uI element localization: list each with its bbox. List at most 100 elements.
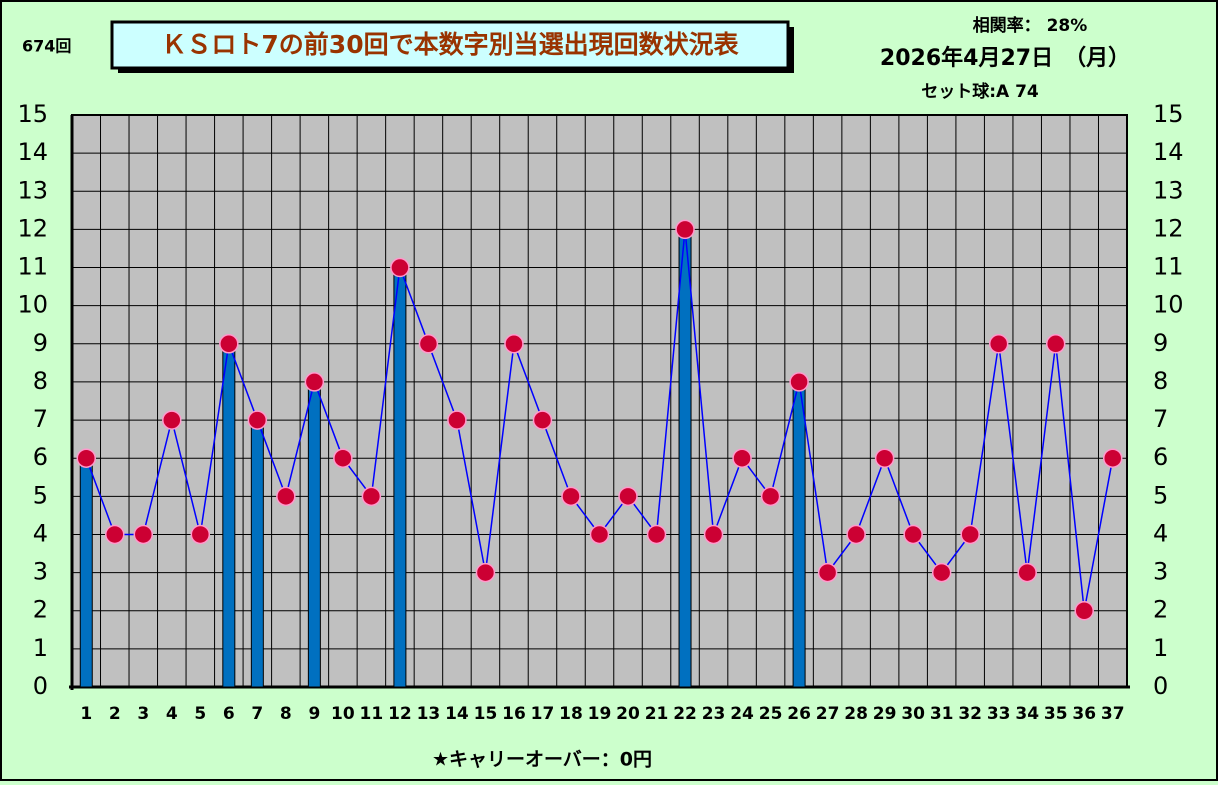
y-tick-label: 13 — [17, 176, 48, 204]
marker — [219, 334, 239, 354]
bar — [222, 343, 236, 688]
bar — [250, 419, 264, 688]
marker — [960, 524, 980, 545]
x-tick-label: 9 — [308, 704, 320, 724]
x-tick-label: 16 — [502, 704, 526, 724]
marker — [304, 372, 325, 392]
x-tick-label: 18 — [559, 704, 583, 724]
marker — [618, 486, 638, 507]
y-tick-label: 6 — [33, 443, 48, 471]
x-tick-label: 33 — [987, 704, 1011, 724]
marker — [162, 410, 182, 430]
marker — [1074, 600, 1094, 621]
marker — [418, 334, 439, 354]
y-tick-label: 4 — [33, 519, 48, 547]
marker — [475, 562, 496, 583]
x-tick-label: 6 — [223, 704, 235, 724]
marker — [589, 524, 610, 545]
set-ball: セット球:A 74 — [921, 82, 1039, 102]
x-tick-label: 13 — [417, 704, 441, 724]
y-tick-label: 14 — [17, 138, 48, 166]
y-tick-label: 12 — [17, 214, 48, 242]
y2-tick-label: 6 — [1153, 443, 1168, 471]
y-tick-label: 8 — [33, 367, 48, 395]
x-tick-label: 23 — [702, 704, 726, 724]
x-tick-label: 2 — [109, 704, 121, 724]
marker — [817, 562, 838, 583]
x-tick-label: 14 — [445, 704, 469, 724]
bar — [792, 381, 806, 688]
y2-tick-label: 10 — [1153, 291, 1184, 319]
x-tick-label: 1 — [80, 704, 92, 724]
marker — [1102, 448, 1123, 468]
y2-tick-label: 2 — [1153, 596, 1168, 624]
y-tick-label: 5 — [33, 481, 48, 509]
marker — [532, 410, 553, 430]
correlation: 相関率： 28% — [973, 15, 1088, 36]
y2-tick-label: 14 — [1153, 138, 1184, 166]
x-tick-label: 7 — [251, 704, 263, 724]
marker — [760, 486, 781, 507]
x-tick-label: 36 — [1072, 704, 1096, 724]
marker — [561, 486, 581, 507]
x-tick-label: 22 — [673, 704, 697, 724]
draw-label: 674回 — [22, 37, 71, 56]
bar — [678, 228, 692, 688]
marker — [133, 524, 154, 545]
y2-tick-label: 5 — [1153, 481, 1168, 509]
bar — [307, 381, 321, 688]
x-tick-label: 30 — [901, 704, 925, 724]
y2-tick-label: 1 — [1153, 634, 1168, 662]
marker — [1045, 334, 1066, 354]
x-tick-label: 12 — [388, 704, 412, 724]
y2-tick-label: 7 — [1153, 405, 1168, 433]
marker — [333, 448, 353, 468]
x-tick-label: 3 — [137, 704, 149, 724]
x-tick-label: 37 — [1101, 704, 1125, 724]
x-tick-label: 15 — [474, 704, 498, 724]
x-tick-label: 26 — [787, 704, 811, 724]
y-tick-label: 0 — [33, 672, 48, 700]
x-tick-label: 24 — [730, 704, 754, 724]
marker — [276, 486, 296, 507]
y2-tick-label: 4 — [1153, 519, 1168, 547]
marker — [988, 334, 1009, 354]
x-tick-label: 28 — [844, 704, 868, 724]
marker — [190, 524, 211, 545]
x-tick-label: 25 — [759, 704, 783, 724]
x-tick-label: 29 — [873, 704, 897, 724]
x-tick-label: 34 — [1015, 704, 1039, 724]
y2-tick-label: 9 — [1153, 329, 1168, 357]
x-tick-label: 4 — [166, 704, 178, 724]
y-tick-label: 2 — [33, 596, 48, 624]
x-tick-label: 8 — [280, 704, 292, 724]
x-tick-label: 27 — [816, 704, 840, 724]
x-tick-label: 17 — [531, 704, 555, 724]
y2-tick-label: 0 — [1153, 672, 1168, 700]
marker — [247, 410, 268, 430]
marker — [504, 334, 524, 354]
marker — [675, 219, 695, 240]
y-tick-label: 15 — [17, 100, 48, 128]
y2-tick-label: 13 — [1153, 176, 1184, 204]
x-tick-label: 19 — [588, 704, 612, 724]
marker — [732, 448, 752, 468]
marker — [903, 524, 923, 545]
y-tick-label: 7 — [33, 405, 48, 433]
x-tick-label: 32 — [958, 704, 982, 724]
marker — [361, 486, 382, 507]
marker — [874, 448, 895, 468]
y2-tick-label: 12 — [1153, 214, 1184, 242]
marker — [931, 562, 952, 583]
x-tick-label: 11 — [360, 704, 384, 724]
y2-tick-label: 15 — [1153, 100, 1184, 128]
x-tick-label: 20 — [616, 704, 640, 724]
marker — [390, 257, 410, 278]
x-tick-label: 31 — [930, 704, 954, 724]
marker — [646, 524, 667, 545]
title-box — [110, 20, 790, 70]
marker — [76, 448, 97, 468]
x-tick-label: 5 — [194, 704, 206, 724]
y-tick-label: 3 — [33, 558, 48, 586]
